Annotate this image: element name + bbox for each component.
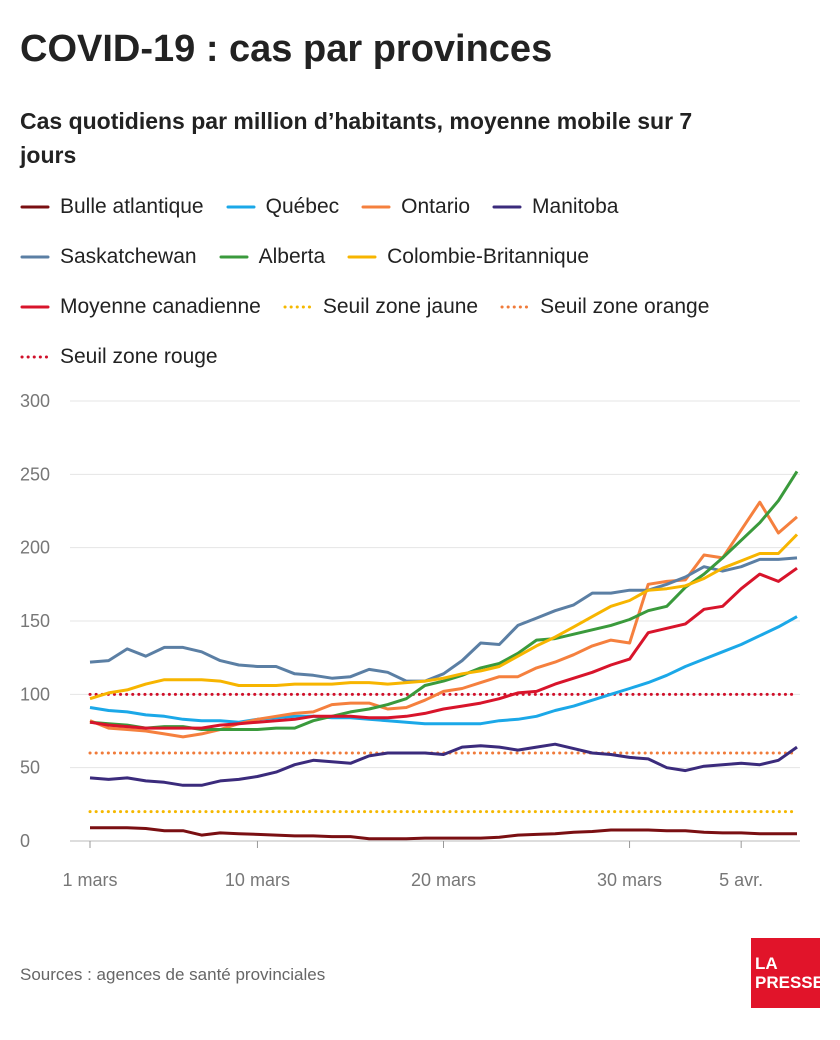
legend-swatch — [20, 255, 50, 259]
chart: 0 50 100 150 200 250 300 1 mars 10 mars 20 mars 30… — [20, 391, 800, 890]
chart-subtitle: Cas quotidiens par million d’habitants, … — [20, 108, 693, 168]
x-tick-label: 1 mars — [62, 870, 117, 890]
legend-label: Québec — [265, 195, 340, 218]
y-tick-label: 50 — [20, 758, 40, 778]
chart-title: COVID-19 : cas par provinces — [20, 28, 553, 70]
legend-swatch — [219, 255, 249, 259]
x-tick-label: 30 mars — [597, 870, 662, 890]
y-tick-label: 250 — [20, 464, 50, 484]
source-note: Sources : agences de santé provinciales — [20, 965, 326, 984]
legend-swatch — [20, 205, 50, 209]
legend-item: Moyenne canadienne — [20, 295, 261, 318]
series-line — [89, 742, 798, 787]
legend-swatch — [361, 205, 391, 209]
legend-label: Colombie-Britannique — [387, 245, 590, 268]
legend-item: Ontario — [361, 195, 471, 218]
legend-label: Alberta — [258, 245, 326, 268]
legend-swatch — [283, 305, 313, 309]
legend-label: Manitoba — [532, 195, 619, 218]
legend-label: Ontario — [401, 195, 471, 218]
legend-swatch — [492, 205, 522, 209]
y-tick-label: 150 — [20, 611, 50, 631]
series-line — [89, 615, 798, 726]
x-tick-label: 5 avr. — [719, 870, 763, 890]
x-tick-label: 10 mars — [225, 870, 290, 890]
series-line — [89, 556, 798, 683]
legend-swatch — [20, 305, 50, 309]
legend: Bulle atlantique Québec Ontario Manitoba Sas… — [20, 195, 810, 368]
legend-swatch — [347, 255, 377, 259]
legend-item: Saskatchewan — [20, 245, 197, 268]
legend-item: Bulle atlantique — [20, 195, 204, 218]
series-line — [90, 826, 797, 841]
y-tick-label: 100 — [20, 684, 50, 704]
legend-item: Seuil zone jaune — [283, 295, 479, 318]
legend-label: Seuil zone orange — [540, 295, 710, 318]
legend-label: Saskatchewan — [60, 245, 197, 268]
legend-swatch — [20, 355, 50, 359]
series-line — [89, 566, 798, 730]
logo: LA PRESSE — [751, 938, 824, 1008]
legend-item: Manitoba — [492, 195, 619, 218]
y-tick-label: 0 — [20, 831, 30, 851]
legend-item: Colombie-Britannique — [347, 245, 590, 268]
legend-item: Québec — [226, 195, 340, 218]
legend-item: Seuil zone rouge — [20, 345, 218, 368]
legend-item: Seuil zone orange — [500, 295, 710, 318]
legend-label: Bulle atlantique — [60, 195, 204, 218]
y-tick-label: 300 — [20, 391, 50, 411]
x-tick-label: 20 mars — [411, 870, 476, 890]
legend-label: Moyenne canadienne — [60, 295, 261, 318]
legend-item: Alberta — [219, 245, 326, 268]
legend-swatch — [226, 205, 256, 209]
series-line — [89, 470, 799, 731]
legend-label: Seuil zone jaune — [322, 295, 479, 318]
legend-label: Seuil zone rouge — [60, 345, 218, 368]
y-tick-label: 200 — [20, 538, 50, 558]
series-line — [89, 533, 799, 701]
legend-swatch — [500, 305, 530, 309]
